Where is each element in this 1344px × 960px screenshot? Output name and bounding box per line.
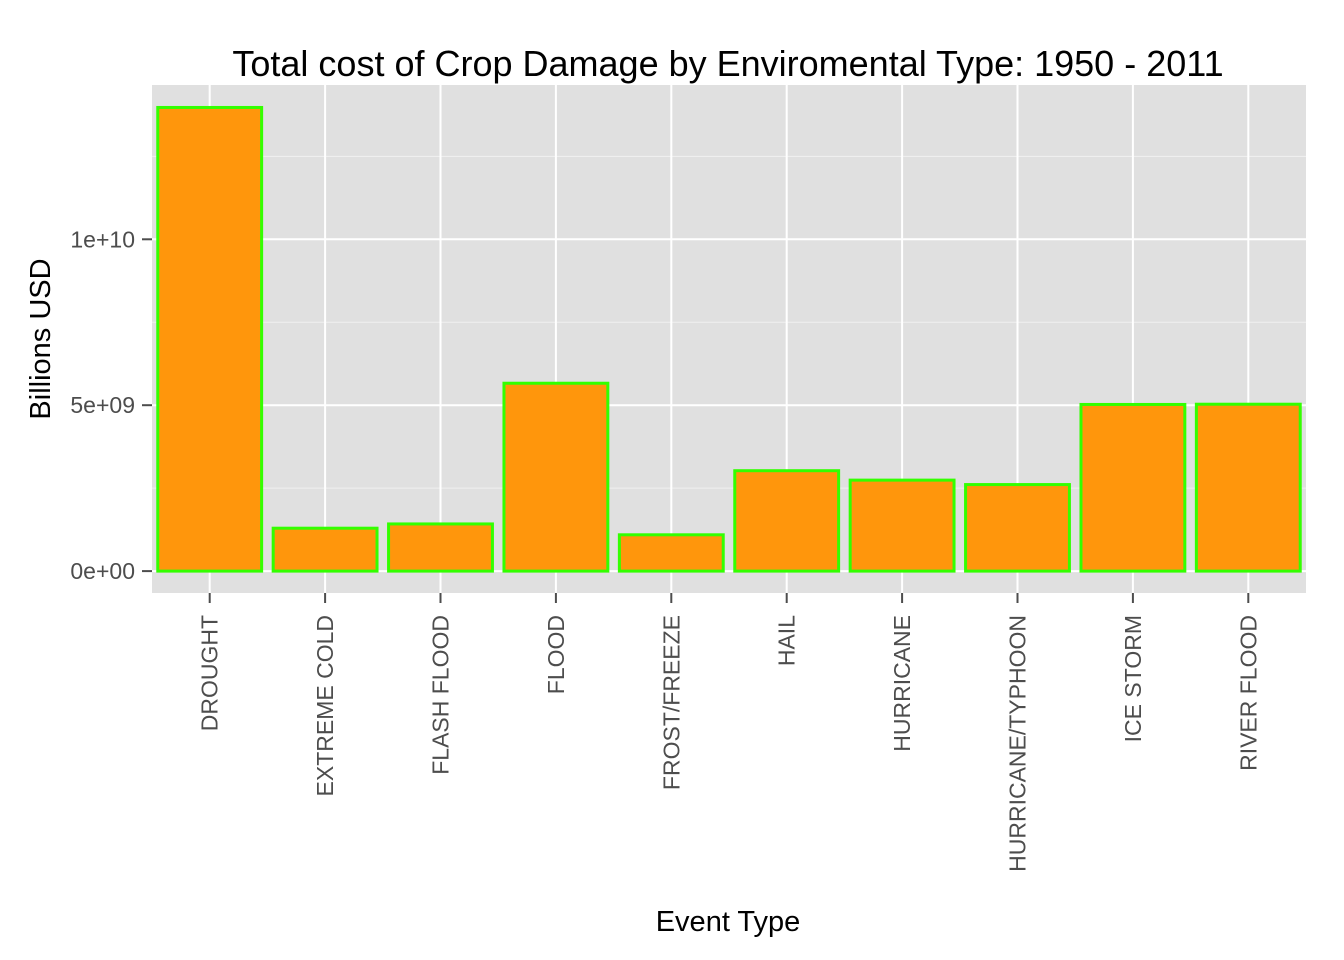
bar-extreme-cold <box>271 526 379 573</box>
x-tick-label: RIVER FLOOD <box>1235 615 1261 771</box>
x-tick-label: HAIL <box>774 615 800 666</box>
y-tick-label: 1e+10 <box>70 226 135 252</box>
x-tick-label: HURRICANE/TYPHOON <box>1005 615 1031 872</box>
bar-hail <box>733 469 841 573</box>
x-tick-label: ICE STORM <box>1120 615 1146 742</box>
x-tick-label: FLASH FLOOD <box>428 615 454 775</box>
x-tick-label: HURRICANE <box>889 615 915 752</box>
y-axis-title: Billions USD <box>25 258 57 419</box>
y-tick-label: 5e+09 <box>70 392 135 418</box>
bar-frost-freeze <box>617 533 725 573</box>
x-axis-title: Event Type <box>656 906 801 938</box>
x-tick-label: DROUGHT <box>197 615 223 731</box>
y-axis: 0e+00 5e+09 1e+10 <box>70 226 152 584</box>
x-tick-label: EXTREME COLD <box>312 615 338 796</box>
bar-hurricane <box>848 478 956 573</box>
y-tick-label: 0e+00 <box>70 558 135 584</box>
plot-panel <box>152 85 1306 593</box>
bar-river-flood <box>1194 402 1302 573</box>
x-tick-label: FROST/FREEZE <box>658 615 684 790</box>
bar-ice-storm <box>1079 402 1187 573</box>
x-axis: DROUGHT EXTREME COLD FLASH FLOOD FLOOD FROST… <box>197 593 1261 872</box>
bar-flash-flood <box>387 522 494 573</box>
bar-flood <box>502 381 610 573</box>
x-tick-label: FLOOD <box>543 615 569 694</box>
chart-title: Total cost of Crop Damage by Enviromenta… <box>232 43 1223 84</box>
bar-drought <box>156 105 264 573</box>
bar-hurricane-typhoon <box>964 483 1071 573</box>
